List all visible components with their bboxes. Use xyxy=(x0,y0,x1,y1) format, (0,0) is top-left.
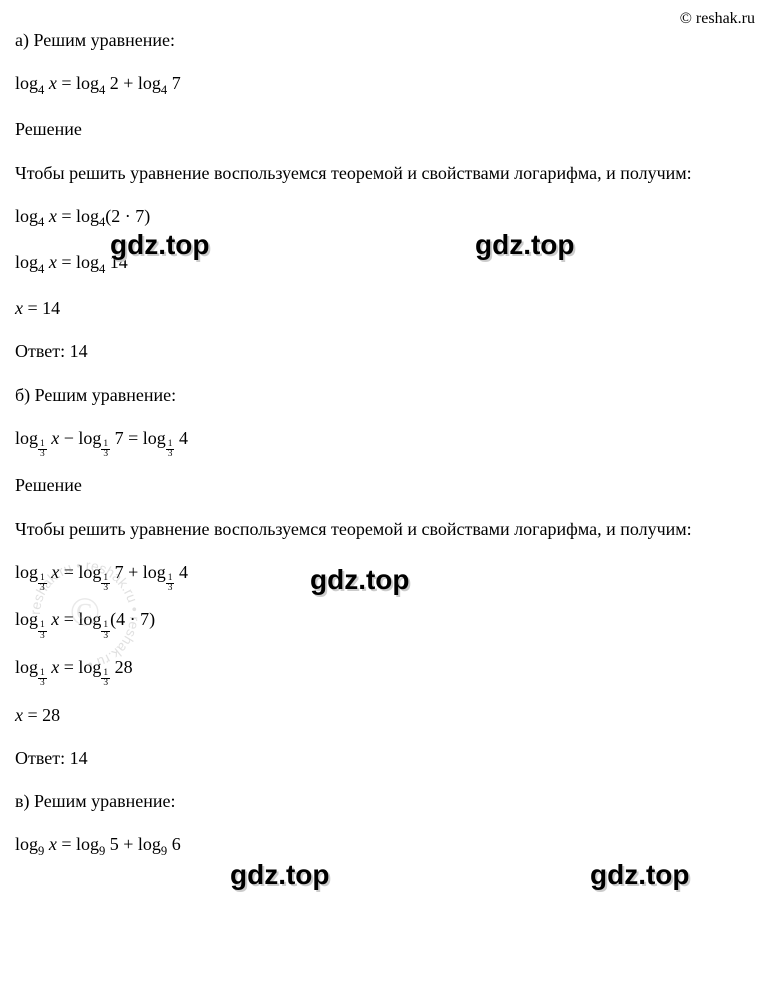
step-a-3: x = 14 xyxy=(15,296,755,321)
section-c-title: в) Решим уравнение: xyxy=(15,789,755,814)
equation-c: log9 x = log9 5 + log9 6 xyxy=(15,832,755,860)
equation-b: log13 x − log13 7 = log13 4 xyxy=(15,426,755,456)
watermark: gdz.top xyxy=(230,855,330,894)
section-a-title: а) Решим уравнение: xyxy=(15,28,755,53)
section-b-title: б) Решим уравнение: xyxy=(15,383,755,408)
step-b-2: log13 x = log13(4 · 7) xyxy=(15,607,755,637)
answer-a: Ответ: 14 xyxy=(15,339,755,364)
step-b-3: log13 x = log13 28 xyxy=(15,655,755,685)
solution-label-a: Решение xyxy=(15,117,755,142)
step-b-4: x = 28 xyxy=(15,703,755,728)
copyright-text: © reshak.ru xyxy=(680,8,755,30)
solution-label-b: Решение xyxy=(15,473,755,498)
equation-a: log4 x = log4 2 + log4 7 xyxy=(15,71,755,99)
explanation-a: Чтобы решить уравнение воспользуемся тео… xyxy=(15,161,755,186)
step-a-1: log4 x = log4(2 · 7) xyxy=(15,204,755,232)
answer-b: Ответ: 14 xyxy=(15,746,755,771)
watermark: gdz.top xyxy=(590,855,690,894)
step-b-1: log13 x = log13 7 + log13 4 xyxy=(15,560,755,590)
explanation-b: Чтобы решить уравнение воспользуемся тео… xyxy=(15,517,755,542)
step-a-2: log4 x = log4 14 xyxy=(15,250,755,278)
